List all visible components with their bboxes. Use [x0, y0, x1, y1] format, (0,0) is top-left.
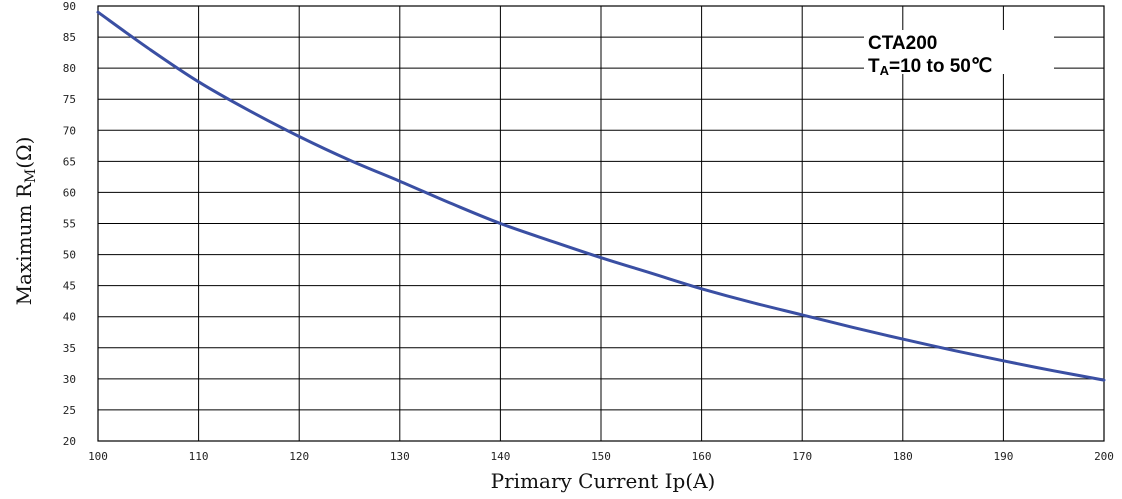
- y-tick-label: 25: [63, 404, 76, 417]
- y-tick-label: 65: [63, 155, 76, 168]
- x-tick-label: 200: [1094, 450, 1114, 463]
- x-tick-label: 190: [993, 450, 1013, 463]
- x-tick-label: 180: [893, 450, 913, 463]
- y-tick-label: 75: [63, 93, 76, 106]
- x-tick-label: 170: [792, 450, 812, 463]
- x-tick-label: 150: [591, 450, 611, 463]
- y-tick-label: 50: [63, 249, 76, 262]
- y-tick-label: 70: [63, 124, 76, 137]
- y-tick-label: 20: [63, 435, 76, 448]
- legend-t: T: [868, 56, 880, 77]
- x-tick-labels: 100 110 120 130 140 150 160 170 180 190 200: [88, 450, 1114, 463]
- series-line: [96, 10, 1106, 382]
- y-tick-label: 30: [63, 373, 76, 386]
- legend-range: =10 to 50℃: [889, 56, 992, 77]
- x-tick-label: 110: [189, 450, 209, 463]
- y-axis-title-sub: M: [23, 169, 39, 183]
- x-tick-label: 160: [692, 450, 712, 463]
- y-axis-title-unit: (Ω): [12, 137, 36, 169]
- y-tick-label: 40: [63, 311, 76, 324]
- y-tick-label: 45: [63, 280, 76, 293]
- legend-temperature: TA=10 to 50℃: [868, 56, 992, 78]
- y-tick-label: 85: [63, 31, 76, 44]
- x-tick-label: 140: [490, 450, 510, 463]
- plot-frame: [97, 5, 1105, 442]
- y-tick-label: 55: [63, 218, 76, 231]
- legend-box: [864, 30, 1054, 74]
- x-tick-label: 120: [289, 450, 309, 463]
- x-axis-title: Primary Current Ip(A): [491, 469, 716, 493]
- legend-t-sub: A: [880, 63, 890, 78]
- y-tick-label: 35: [63, 342, 76, 355]
- y-tick-label: 60: [63, 186, 76, 199]
- legend-model: CTA200: [868, 33, 937, 54]
- y-axis-title-main: Maximum R: [12, 182, 36, 305]
- x-tick-label: 130: [390, 450, 410, 463]
- y-tick-label: 80: [63, 62, 76, 75]
- y-tick-labels: 20 25 30 35 40 45 50 55 60 65 70 75 80 85 90: [63, 0, 76, 448]
- y-axis-title: Maximum RM(Ω): [12, 137, 39, 306]
- y-tick-label: 90: [63, 0, 76, 13]
- x-tick-label: 100: [88, 450, 108, 463]
